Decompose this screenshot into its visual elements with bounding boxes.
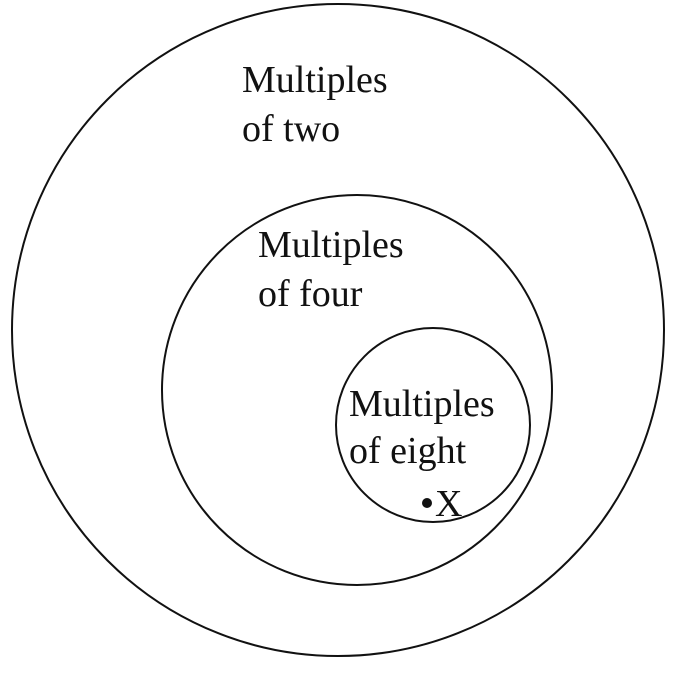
circle-multiples-of-eight [335,327,531,523]
circle-multiples-of-two [11,3,665,657]
label-multiples-of-two-line2: of two [242,108,340,150]
label-multiples-of-eight-line1: Multiples [349,383,495,425]
label-multiples-of-two-line1: Multiples [242,59,388,101]
circle-multiples-of-four [161,194,553,586]
point-x-label: X [435,483,462,525]
label-multiples-of-four-line2: of four [258,273,363,315]
label-multiples-of-four-line1: Multiples [258,224,404,266]
label-multiples-of-eight-line2: of eight [349,430,467,472]
point-x-marker [422,498,432,508]
